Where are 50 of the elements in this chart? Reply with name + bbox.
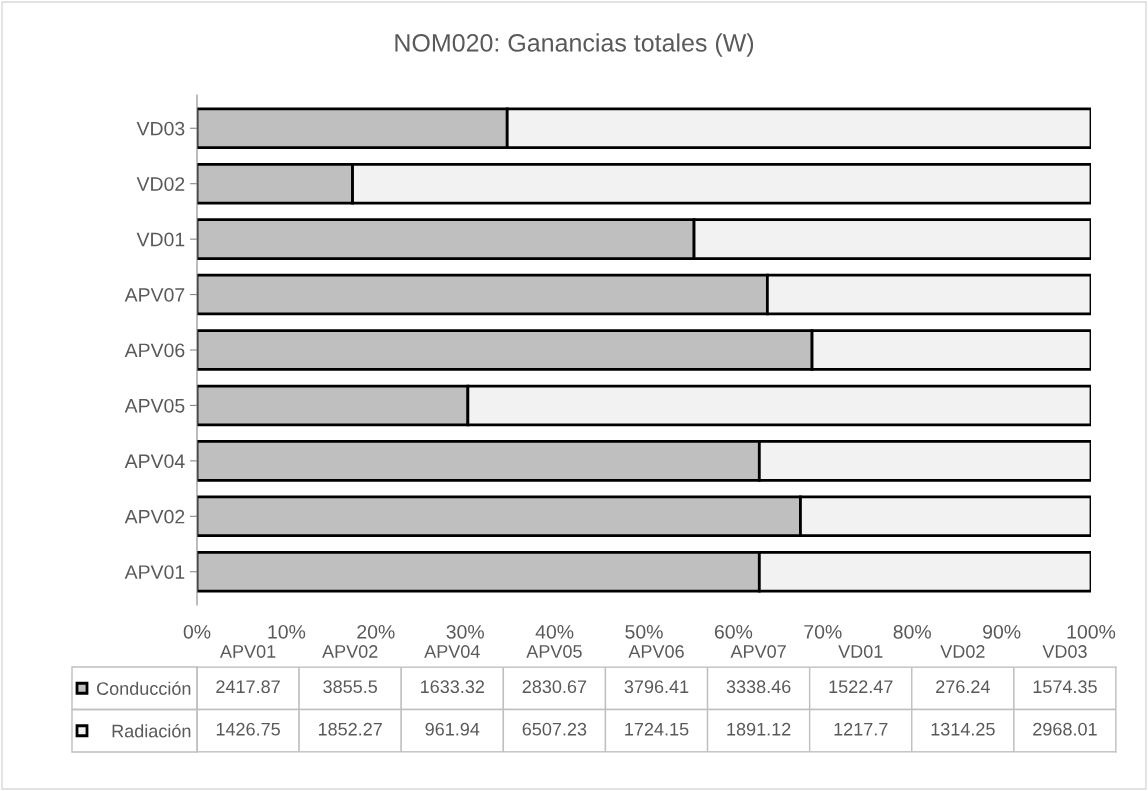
y-tick-label: APV07 [124,288,185,302]
y-tick-label: APV06 [124,343,185,358]
data-label: 3338.46 [726,680,791,694]
data-label: 1633.32 [421,680,485,694]
x-tick-label: 80% [893,624,931,639]
x-tick-label: 40% [535,624,574,639]
x-tick-label: APV05 [526,645,582,658]
y-tick-label: VD02 [136,177,185,191]
data-label: 2968.01 [1033,722,1097,736]
x-tick-label: 70% [804,624,842,639]
data-label: 3796.41 [624,680,689,694]
y-tick-label: Radiación [112,724,191,738]
x-tick-label: 100% [1067,624,1116,639]
x-tick-label: 30% [446,624,484,639]
x-tick-label: APV07 [730,645,786,658]
x-tick-label: APV01 [219,645,276,658]
y-tick-label: APV05 [124,398,185,413]
data-label: 1217.7 [834,722,888,736]
data-label: 6507.23 [522,722,587,736]
data-label: 1426.75 [216,722,280,736]
chart-title: NOM020: Ganancias totales (W) [395,33,754,57]
data-label: 2417.87 [216,680,280,694]
y-tick-label: APV02 [124,509,185,524]
data-label: 961.94 [425,722,480,736]
data-label: 1574.35 [1033,680,1097,694]
x-tick-label: VD02 [940,645,985,658]
data-label: 1891.12 [727,722,791,736]
data-label: 1522.47 [829,680,893,694]
y-tick-label: APV04 [124,454,185,469]
data-label: 3855.5 [323,680,378,694]
x-tick-label: 90% [983,624,1021,639]
x-tick-label: APV06 [628,645,684,658]
x-tick-label: VD01 [838,645,883,658]
data-label: 1724.15 [625,722,689,736]
y-tick-label: VD01 [136,232,185,247]
data-label: 276.24 [936,680,990,694]
x-tick-label: 50% [625,624,663,639]
y-tick-label: Conducción [97,681,191,695]
y-tick-label: APV01 [124,565,185,579]
x-tick-label: 10% [268,624,306,639]
x-tick-label: 60% [714,624,753,639]
data-label: 2830.67 [522,680,587,694]
data-label: 1852.27 [318,722,382,736]
y-tick-label: VD03 [136,121,185,136]
x-tick-label: 20% [357,624,395,639]
x-tick-label: APV04 [424,645,480,658]
x-tick-label: 0% [183,624,211,639]
data-label: 1314.25 [931,722,995,736]
x-tick-label: VD03 [1042,645,1087,658]
x-tick-label: APV02 [322,645,378,658]
